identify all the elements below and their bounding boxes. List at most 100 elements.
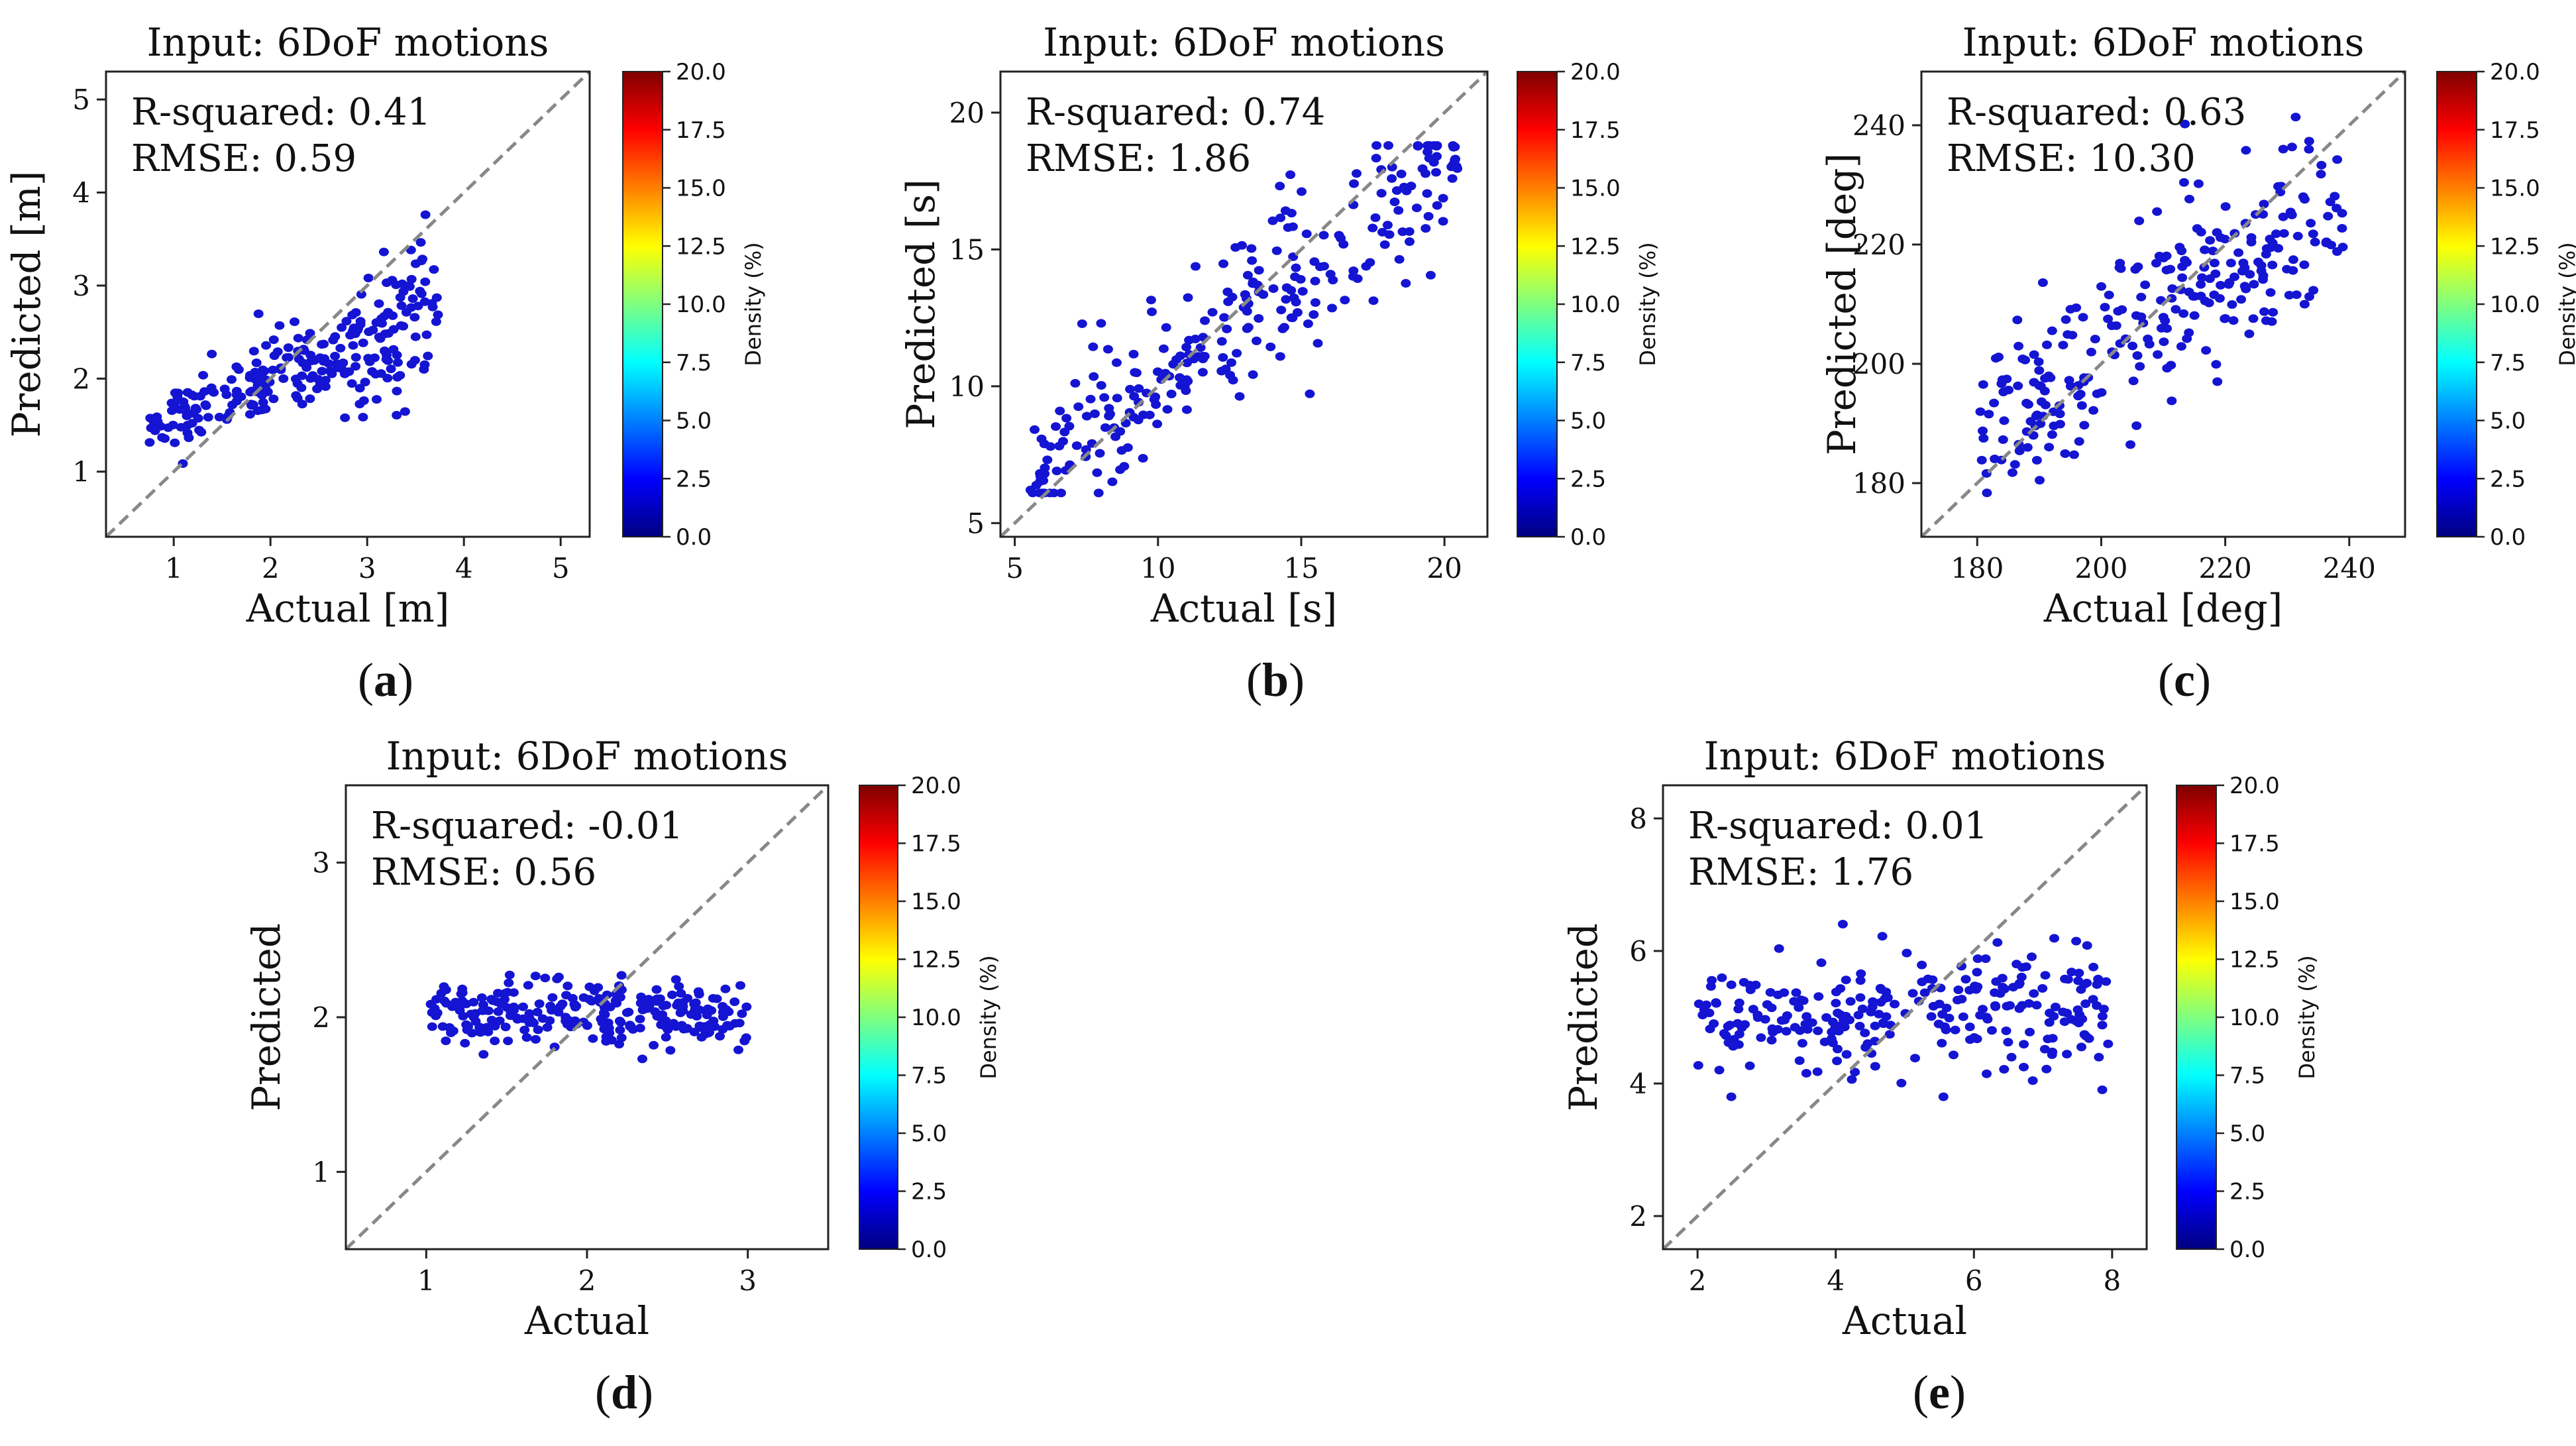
scatter-point: [2132, 351, 2143, 360]
colorbar-tick-label: 12.5: [2229, 947, 2280, 973]
scatter-point: [2036, 397, 2047, 406]
colorbar-tick-label: 15.0: [676, 176, 726, 202]
scatter-point: [203, 413, 213, 422]
scatter-point: [1254, 266, 1264, 275]
scatter-point: [540, 973, 551, 983]
scatter-point: [2228, 316, 2239, 325]
scatter-point: [1286, 209, 1297, 218]
scatter-point: [637, 1054, 647, 1064]
panel-label-open: (: [1246, 653, 1262, 706]
scatter-point: [1268, 284, 1279, 293]
scatter-point: [1246, 244, 1257, 253]
scatter-point: [1175, 381, 1186, 390]
scatter-point: [1990, 1002, 2001, 1011]
scatter-point: [2013, 381, 2023, 390]
scatter-point: [1693, 999, 1704, 1009]
scatter-point: [446, 1029, 456, 1037]
colorbar-gradient: [2176, 785, 2217, 1250]
panel-label-open: (: [1913, 1366, 1929, 1419]
scatter-point: [1309, 310, 1319, 319]
scatter-point: [636, 992, 647, 1001]
scatter-point: [2097, 1085, 2108, 1094]
scatter-point: [1291, 298, 1301, 307]
scatter-point: [1827, 1017, 1838, 1027]
scatter-point: [2029, 989, 2039, 998]
scatter-point: [144, 438, 155, 447]
scatter-point: [1707, 975, 1717, 985]
scatter-point: [545, 1001, 556, 1011]
panel-label-letter: d: [611, 1366, 637, 1419]
scatter-point: [2205, 236, 2216, 245]
scatter-point: [712, 994, 722, 1003]
scatter-point: [2159, 253, 2169, 262]
panel-b: Input: 6DoF motions 5 10 15 20 5 10 15 20 Actual …: [898, 20, 1660, 706]
y-tick-label: 2: [1629, 1200, 1647, 1233]
scatter-point: [2064, 376, 2074, 385]
scatter-point: [1965, 1035, 1975, 1044]
scatter-point: [1038, 476, 1049, 485]
scatter-point: [1315, 262, 1325, 272]
scatter-point: [372, 395, 382, 404]
scatter-point: [741, 1002, 752, 1011]
scatter-point: [2332, 155, 2343, 164]
scatter-point: [1028, 488, 1038, 498]
scatter-point: [2278, 212, 2288, 221]
scatter-point: [1714, 1066, 1725, 1075]
scatter-point: [1134, 384, 1144, 393]
panel-label-close: ): [1289, 653, 1305, 706]
scatter-point: [170, 438, 180, 447]
scatter-point: [1423, 211, 1434, 221]
scatter-point: [504, 978, 514, 987]
scatter-point: [500, 989, 510, 998]
scatter-point: [2003, 1038, 2013, 1047]
scatter-point: [1254, 314, 1264, 323]
scatter-point: [1431, 168, 1441, 177]
scatter-point: [1095, 449, 1105, 458]
scatter-point: [458, 1011, 468, 1021]
x-axis-label: Actual: [1842, 1298, 1967, 1343]
scatter-point: [1964, 1023, 1975, 1031]
scatter-point: [1310, 276, 1320, 286]
scatter-point: [2204, 298, 2214, 307]
scatter-point: [441, 1036, 451, 1046]
scatter-point: [1228, 376, 1238, 385]
scatter-point: [2049, 934, 2059, 943]
scatter-point: [2010, 460, 2020, 469]
scatter-point: [1868, 997, 1878, 1006]
panel-label-close: ): [1950, 1366, 1966, 1419]
scatter-point: [1200, 316, 1210, 325]
scatter-point: [696, 1032, 707, 1042]
scatter-point: [1334, 231, 1344, 240]
scatter-point: [2012, 315, 2023, 325]
scatter-point: [2197, 273, 2207, 282]
scatter-point: [2258, 275, 2268, 284]
scatter-point: [1368, 296, 1379, 306]
scatter-point: [2019, 1040, 2029, 1049]
scatter-point: [350, 329, 360, 339]
scatter-point: [1340, 296, 1350, 305]
scatter-point: [1056, 488, 1066, 498]
scatter-point: [1978, 426, 1988, 435]
scatter-point: [2096, 282, 2106, 291]
scatter-point: [447, 1002, 458, 1011]
scatter-point: [616, 1033, 627, 1042]
scatter-point: [1779, 988, 1790, 997]
scatter-point: [1036, 434, 1047, 443]
scatter-point: [676, 989, 686, 998]
scatter-point: [2088, 962, 2099, 972]
scatter-point: [1422, 189, 1432, 198]
reference-line: [999, 70, 1489, 538]
scatter-point: [2178, 309, 2189, 318]
scatter-point: [2300, 195, 2310, 204]
scatter-point: [415, 286, 425, 296]
scatter-point: [2045, 1009, 2055, 1017]
scatter-point: [1421, 224, 1431, 233]
scatter-point: [2282, 264, 2292, 274]
scatter-point: [251, 359, 262, 367]
scatter-point: [2209, 290, 2220, 300]
scatter-point: [1841, 975, 1851, 985]
x-tick-label: 3: [358, 552, 376, 584]
scatter-point: [2074, 968, 2084, 977]
scatter-point: [1081, 412, 1092, 421]
scatter-point: [2007, 468, 2017, 477]
